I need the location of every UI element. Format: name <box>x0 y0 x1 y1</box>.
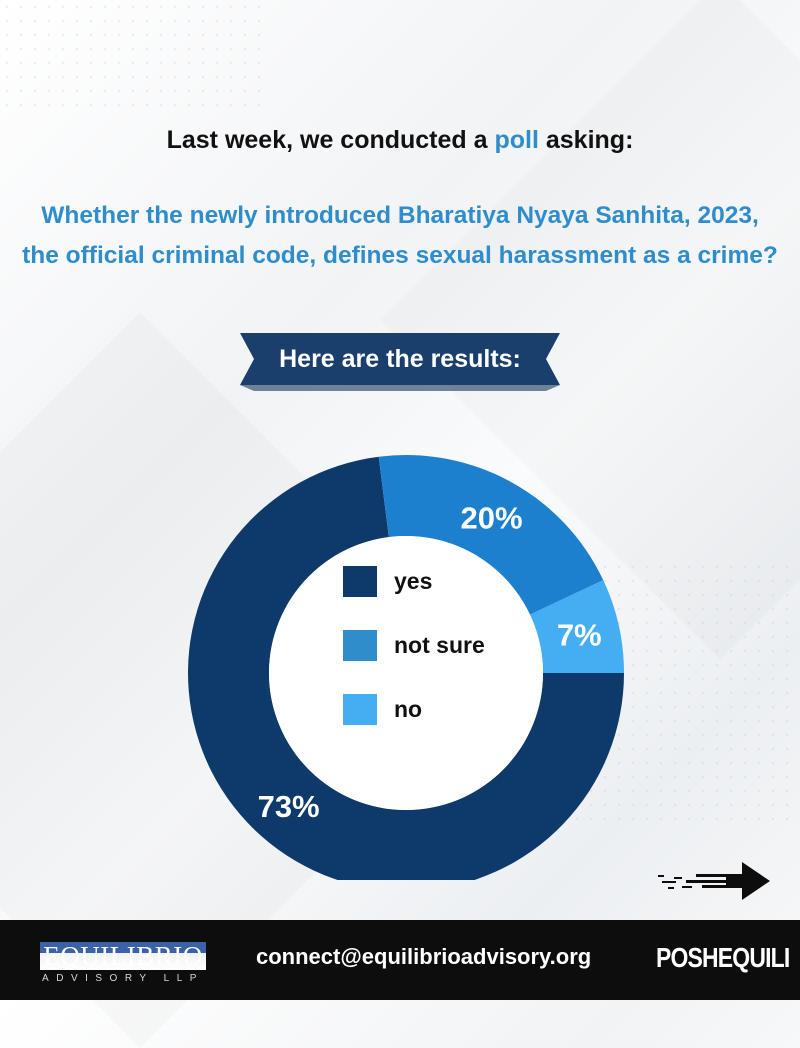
data-label-yes: 73% <box>258 789 320 824</box>
legend-label-yes: yes <box>394 568 433 594</box>
legend-swatch-not-sure <box>343 630 377 661</box>
legend-swatch-no <box>343 694 377 725</box>
footer-bar: EQUILIBRIO ADVISORY LLP connect@equilibr… <box>0 920 800 1000</box>
results-banner: Here are the results: <box>240 333 560 393</box>
next-arrow-icon[interactable] <box>656 858 772 909</box>
intro-highlight: poll <box>494 126 539 154</box>
logo-left-sub: ADVISORY LLP <box>42 973 204 984</box>
intro-before: Last week, we conducted a <box>166 126 495 154</box>
donut-hole <box>269 536 543 810</box>
contact-email[interactable]: connect@equilibrioadvisory.org <box>256 944 592 969</box>
legend-swatch-yes <box>343 566 377 597</box>
donut-slice-not-sure <box>378 455 604 615</box>
logo-left-main: EQUILIBRIO <box>40 942 206 970</box>
equilibrio-logo[interactable]: EQUILIBRIO ADVISORY LLP <box>40 942 206 984</box>
poll-question: Whether the newly introduced Bharatiya N… <box>22 202 778 269</box>
intro-text: Last week, we conducted a poll asking: <box>0 126 800 155</box>
donut-slice-yes <box>188 456 624 880</box>
poshequili-logo[interactable]: POSHEQUILI <box>656 942 790 973</box>
data-label-no: 7% <box>557 617 602 652</box>
intro-after: asking: <box>538 126 634 154</box>
legend-label-no: no <box>394 696 423 722</box>
banner-text: Here are the results: <box>279 345 521 373</box>
background-dots <box>0 0 260 110</box>
donut-slice-no <box>529 580 624 673</box>
banner-ribbon-shape <box>240 333 560 391</box>
data-label-not-sure: 20% <box>460 500 522 535</box>
donut-chart: 73% 20% 7% <box>188 455 624 880</box>
legend-label-not-sure: not sure <box>394 632 485 658</box>
